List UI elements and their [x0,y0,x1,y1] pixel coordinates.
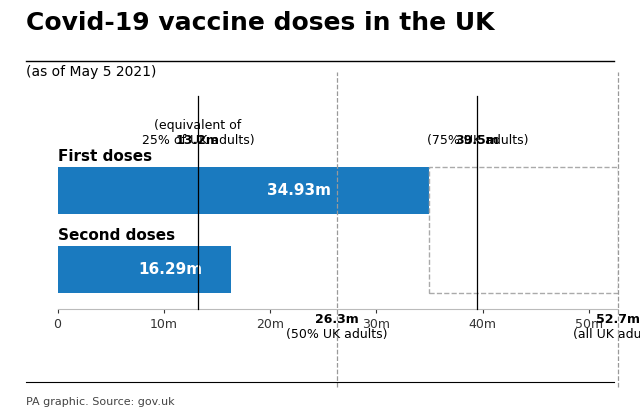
Bar [58,246,230,293]
Text: Second doses: Second doses [58,228,175,242]
Text: (equivalent of
25% of UK adults): (equivalent of 25% of UK adults) [141,104,254,147]
Text: (as of May 5 2021): (as of May 5 2021) [26,65,156,79]
Bar [429,167,618,293]
Text: (75% UK adults): (75% UK adults) [427,119,528,147]
Text: 52.7m: 52.7m [596,313,639,326]
Text: Covid-19 vaccine doses in the UK: Covid-19 vaccine doses in the UK [26,10,494,34]
Text: 13.2m: 13.2m [176,134,220,147]
Bar [58,167,429,214]
Text: (all UK adults): (all UK adults) [573,313,640,341]
Text: 16.29m: 16.29m [138,262,202,277]
Text: 26.3m: 26.3m [315,313,359,326]
Text: First doses: First doses [58,149,152,164]
Text: PA graphic. Source: gov.uk: PA graphic. Source: gov.uk [26,397,174,407]
Text: 39.5m: 39.5m [456,134,499,147]
Text: 34.93m: 34.93m [267,183,331,198]
Text: (50% UK adults): (50% UK adults) [286,313,388,341]
